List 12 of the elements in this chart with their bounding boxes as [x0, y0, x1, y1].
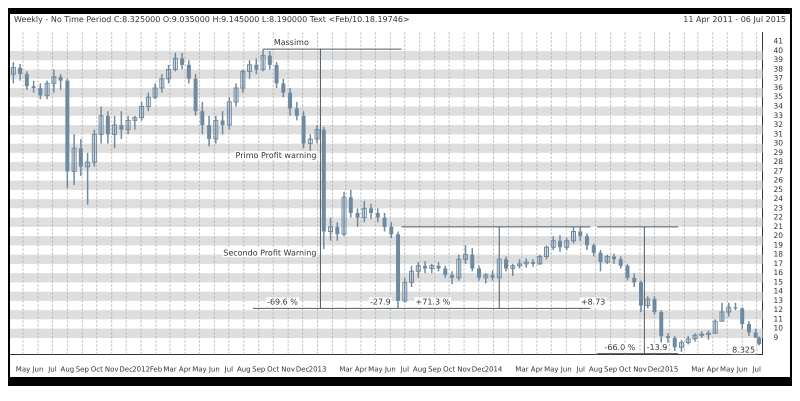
annotation: Secondo Profit Warning: [223, 248, 316, 258]
annotation: +71.3 %: [416, 297, 451, 306]
chart-subtitle: 11 Apr 2011 - 06 Jul 2015: [683, 15, 786, 24]
annotation: 8.325: [732, 345, 756, 354]
annotation: Primo Profit warning: [236, 151, 316, 160]
annotation: +8.73: [580, 297, 606, 306]
annotation: Massimo: [274, 38, 309, 48]
annotation: -69.6 %: [267, 297, 298, 306]
annotation: -66.0 %: [604, 342, 636, 352]
annotation: -27.9: [370, 297, 391, 306]
chart-title: Weekly - No Time Period C:8.325000 O:9.035000 H:9.145000 L:8.190000 Text <Feb/10.18.19746>: [14, 15, 410, 24]
annotation: -13.9: [646, 342, 668, 352]
